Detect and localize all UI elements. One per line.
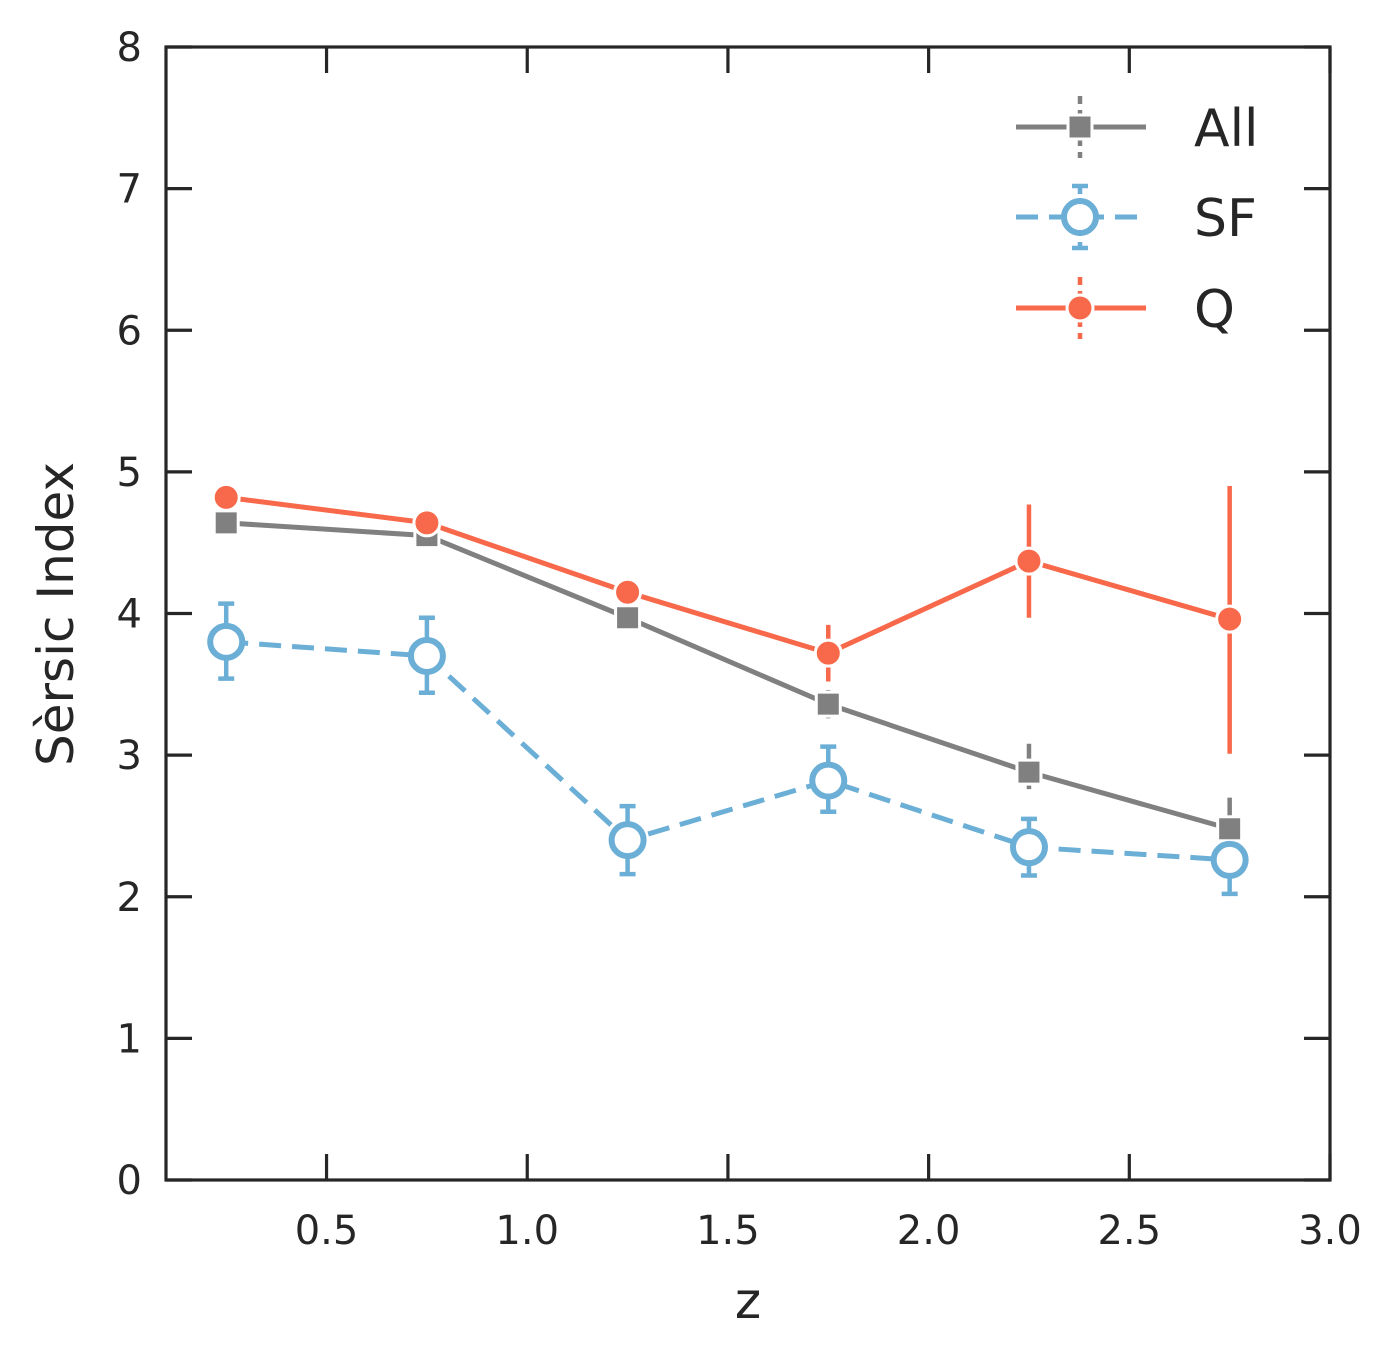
marker-all: [1216, 815, 1244, 843]
x-axis-label: z: [735, 1272, 761, 1330]
marker-q: [211, 482, 241, 512]
plot-area: [207, 482, 1249, 897]
marker-all: [814, 690, 842, 718]
legend-label-q: Q: [1194, 280, 1235, 340]
marker-sf: [407, 636, 446, 675]
y-tick-label: 2: [117, 875, 142, 921]
marker-sf: [1061, 198, 1099, 236]
marker-all: [1015, 758, 1043, 786]
marker-sf: [809, 761, 848, 800]
marker-q: [412, 508, 442, 538]
x-tick-label: 1.5: [696, 1208, 760, 1254]
markers: [207, 482, 1249, 879]
x-tick-label: 2.5: [1097, 1208, 1161, 1254]
marker-q: [1014, 546, 1044, 576]
marker-sf: [608, 821, 647, 860]
y-tick-label: 8: [117, 25, 142, 71]
y-tick-label: 3: [117, 733, 142, 779]
marker-q: [613, 577, 643, 607]
marker-all: [212, 509, 240, 537]
x-tick-label: 2.0: [897, 1208, 961, 1254]
series-lines: [225, 494, 1231, 863]
series-line-all: [226, 520, 1231, 832]
y-tick-label: 7: [117, 167, 142, 213]
y-axis-label: Sèrsic Index: [27, 462, 85, 766]
y-tick-label: 0: [117, 1158, 142, 1204]
x-tick-label: 3.0: [1298, 1208, 1362, 1254]
series-line-q: [225, 494, 1231, 656]
marker-sf: [1210, 840, 1249, 879]
x-tick-label: 0.5: [295, 1208, 359, 1254]
series-line-sf: [226, 639, 1230, 863]
marker-q: [1065, 293, 1095, 323]
marker-q: [813, 638, 843, 668]
x-axis-ticks: 0.5 1.0 1.5 2.0 2.5 3.0: [295, 47, 1362, 1254]
y-tick-label: 6: [117, 308, 142, 354]
marker-sf: [1009, 828, 1048, 867]
y-tick-label: 5: [117, 450, 142, 496]
marker-all: [1066, 113, 1094, 141]
y-axis-ticks: 0 1 2 3 4 5 6 7 8: [117, 25, 1330, 1204]
y-tick-label: 1: [117, 1016, 142, 1062]
x-tick-label: 1.0: [495, 1208, 559, 1254]
marker-sf: [207, 622, 246, 661]
marker-q: [1215, 604, 1245, 634]
legend-label-all: All: [1194, 99, 1258, 159]
y-tick-label: 4: [117, 592, 142, 638]
marker-all: [614, 604, 642, 632]
legend: All SF Q: [1016, 96, 1258, 340]
legend-label-sf: SF: [1194, 189, 1257, 249]
